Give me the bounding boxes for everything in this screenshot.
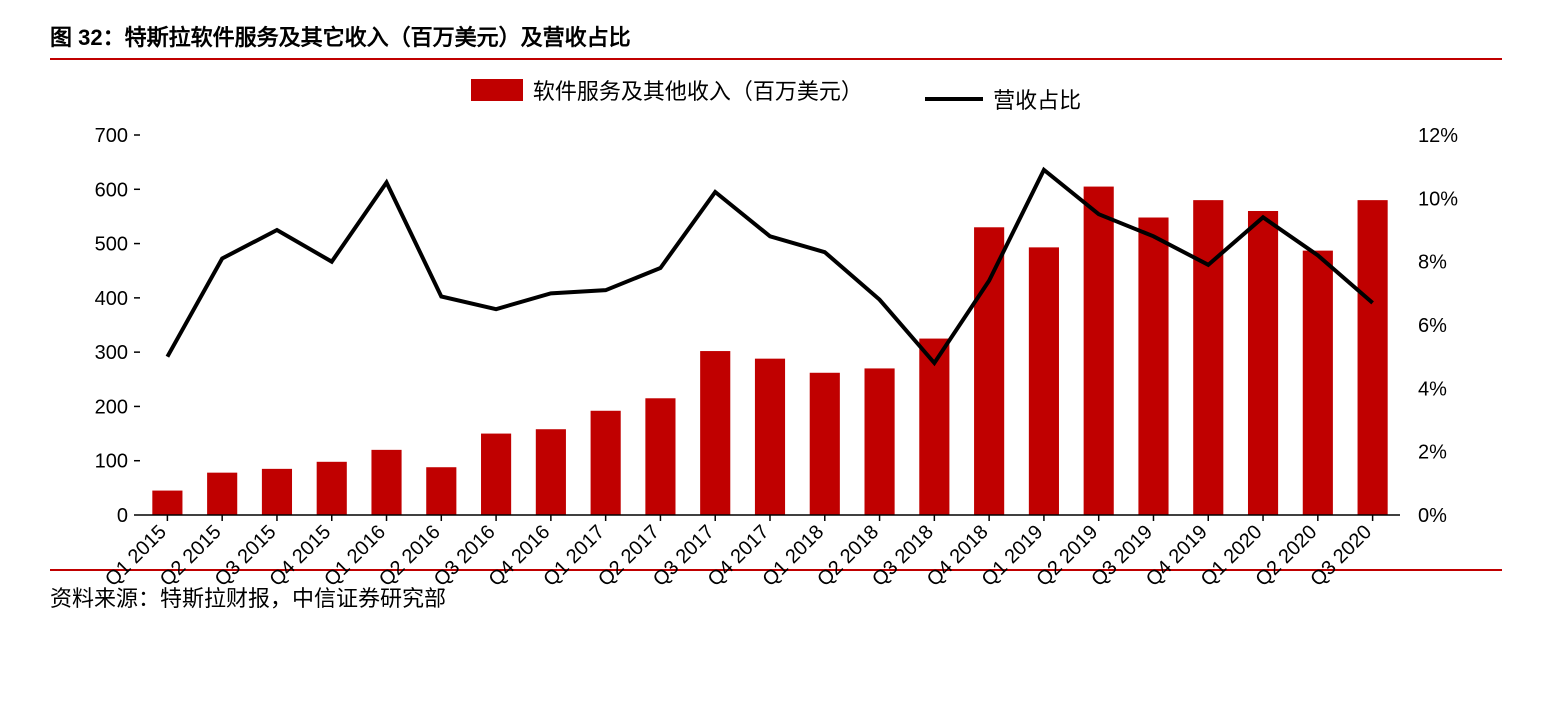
svg-text:400: 400 [95,288,128,310]
svg-text:600: 600 [95,179,128,201]
svg-text:8%: 8% [1418,252,1447,274]
svg-text:500: 500 [95,234,128,256]
legend-item-bar: 软件服务及其他收入（百万美元） [471,74,863,106]
figure-container: 图 32：特斯拉软件服务及其它收入（百万美元）及营收占比 软件服务及其他收入（百… [0,0,1542,708]
combo-chart-svg: 01002003004005006007000%2%4%6%8%10%12%Q1… [50,125,1490,625]
figure-title: 图 32：特斯拉软件服务及其它收入（百万美元）及营收占比 [50,20,1502,60]
svg-text:700: 700 [95,125,128,147]
svg-text:0%: 0% [1418,505,1447,527]
legend-item-line: 营收占比 [925,83,1081,115]
svg-text:200: 200 [95,396,128,418]
svg-text:300: 300 [95,342,128,364]
svg-text:10%: 10% [1418,188,1458,210]
legend: 软件服务及其他收入（百万美元） 营收占比 [50,60,1502,121]
legend-bar-label: 软件服务及其他收入（百万美元） [533,74,863,106]
svg-text:100: 100 [95,451,128,473]
svg-text:4%: 4% [1418,378,1447,400]
bar-swatch-icon [471,79,523,101]
svg-text:12%: 12% [1418,125,1458,147]
line-swatch-icon [925,97,983,101]
chart-area: 01002003004005006007000%2%4%6%8%10%12%Q1… [50,125,1502,565]
svg-text:Q3 2020: Q3 2020 [1306,521,1376,591]
svg-text:2%: 2% [1418,442,1447,464]
legend-line-label: 营收占比 [993,83,1081,115]
svg-text:0: 0 [117,505,128,527]
svg-text:6%: 6% [1418,315,1447,337]
